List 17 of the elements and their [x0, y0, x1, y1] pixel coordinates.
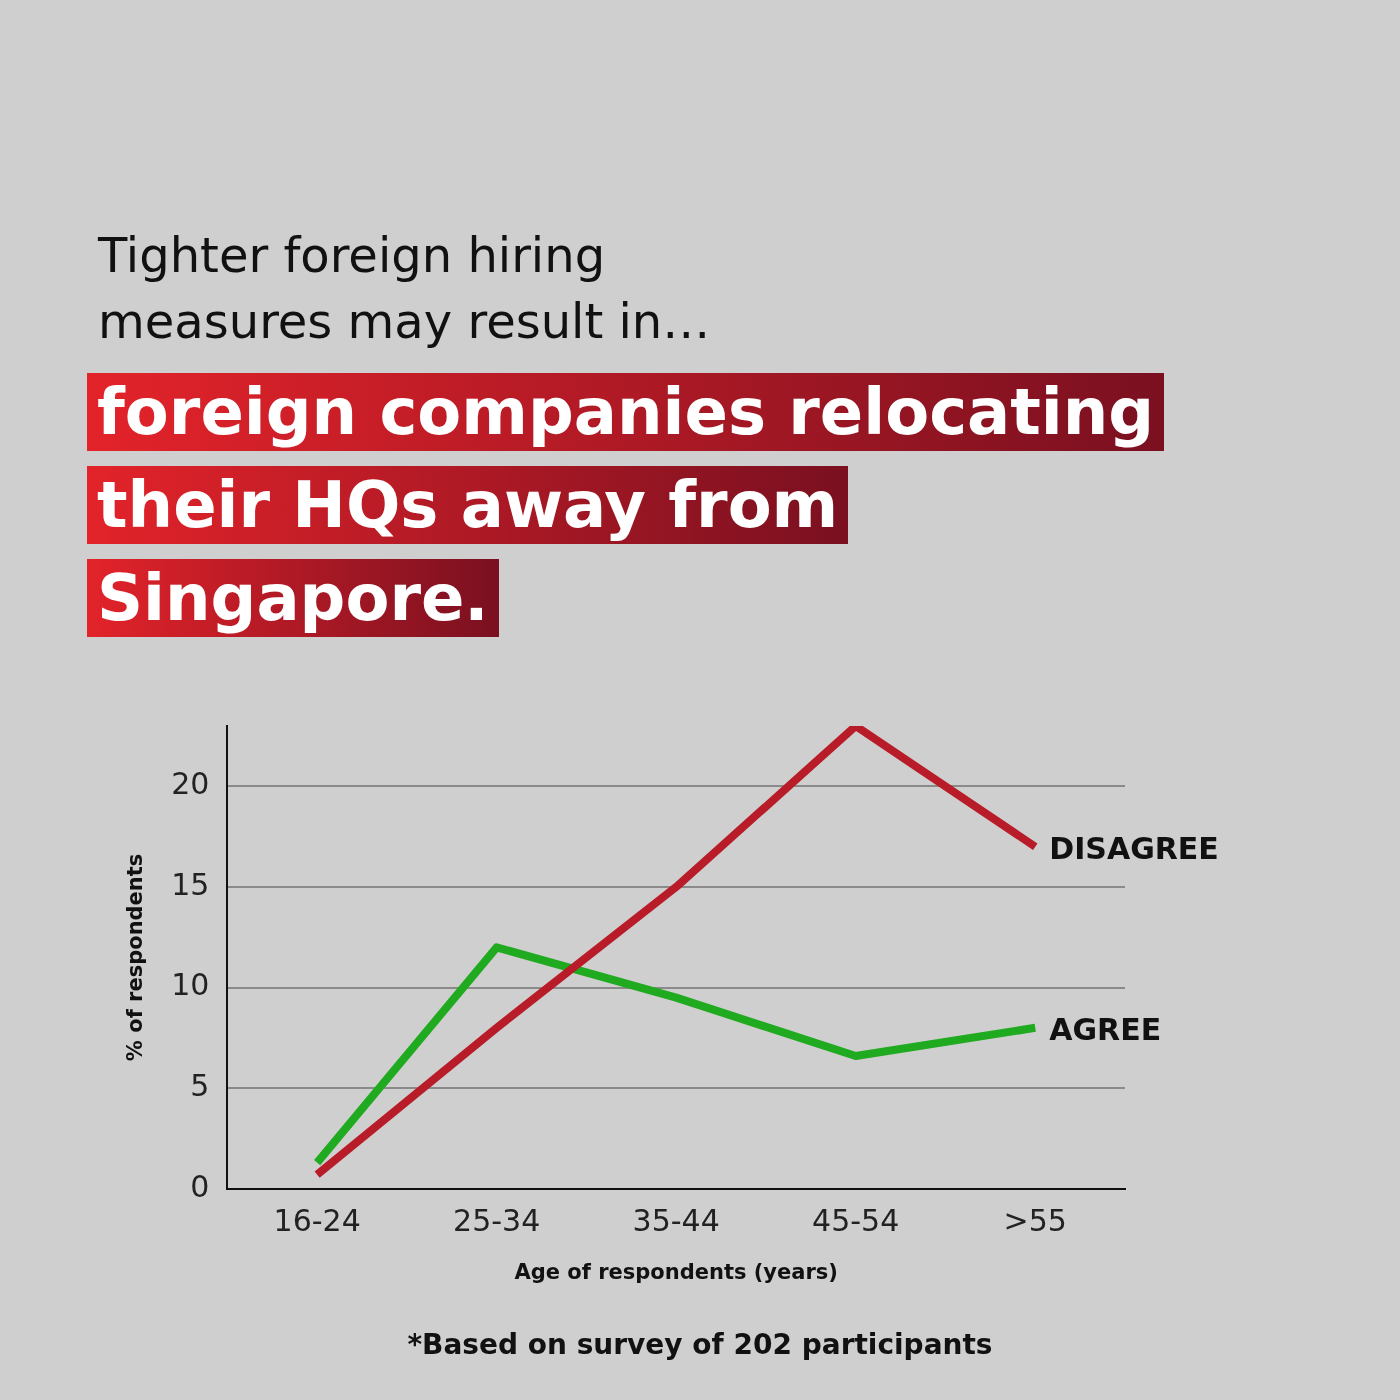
series-label: AGREE — [1049, 1011, 1162, 1047]
y-axis-title: % of respondents — [123, 853, 148, 1062]
x-tick-label: 16-24 — [273, 1202, 361, 1238]
chart-title: Tighter foreign hiring measures may result in… — [98, 226, 712, 351]
x-axis-title: Age of respondents (years) — [514, 1259, 838, 1284]
x-tick-label: 25-34 — [453, 1202, 541, 1238]
x-tick-label: 45-54 — [812, 1202, 900, 1238]
y-tick-label: 15 — [171, 866, 210, 902]
y-tick-label: 10 — [171, 967, 210, 1003]
series-label: DISAGREE — [1049, 830, 1219, 866]
y-tick-label: 20 — [171, 766, 210, 802]
text: *Based on survey of 202 participants — [406, 1328, 994, 1361]
y-tick-label: 5 — [190, 1067, 210, 1103]
x-tick-label: 35-44 — [632, 1202, 720, 1238]
x-tick-label: >55 — [1003, 1202, 1067, 1238]
chart-subtitle: foreign companies relocating their HQs away from Singapore. — [87, 373, 1165, 637]
y-tick-label: 0 — [190, 1168, 210, 1204]
